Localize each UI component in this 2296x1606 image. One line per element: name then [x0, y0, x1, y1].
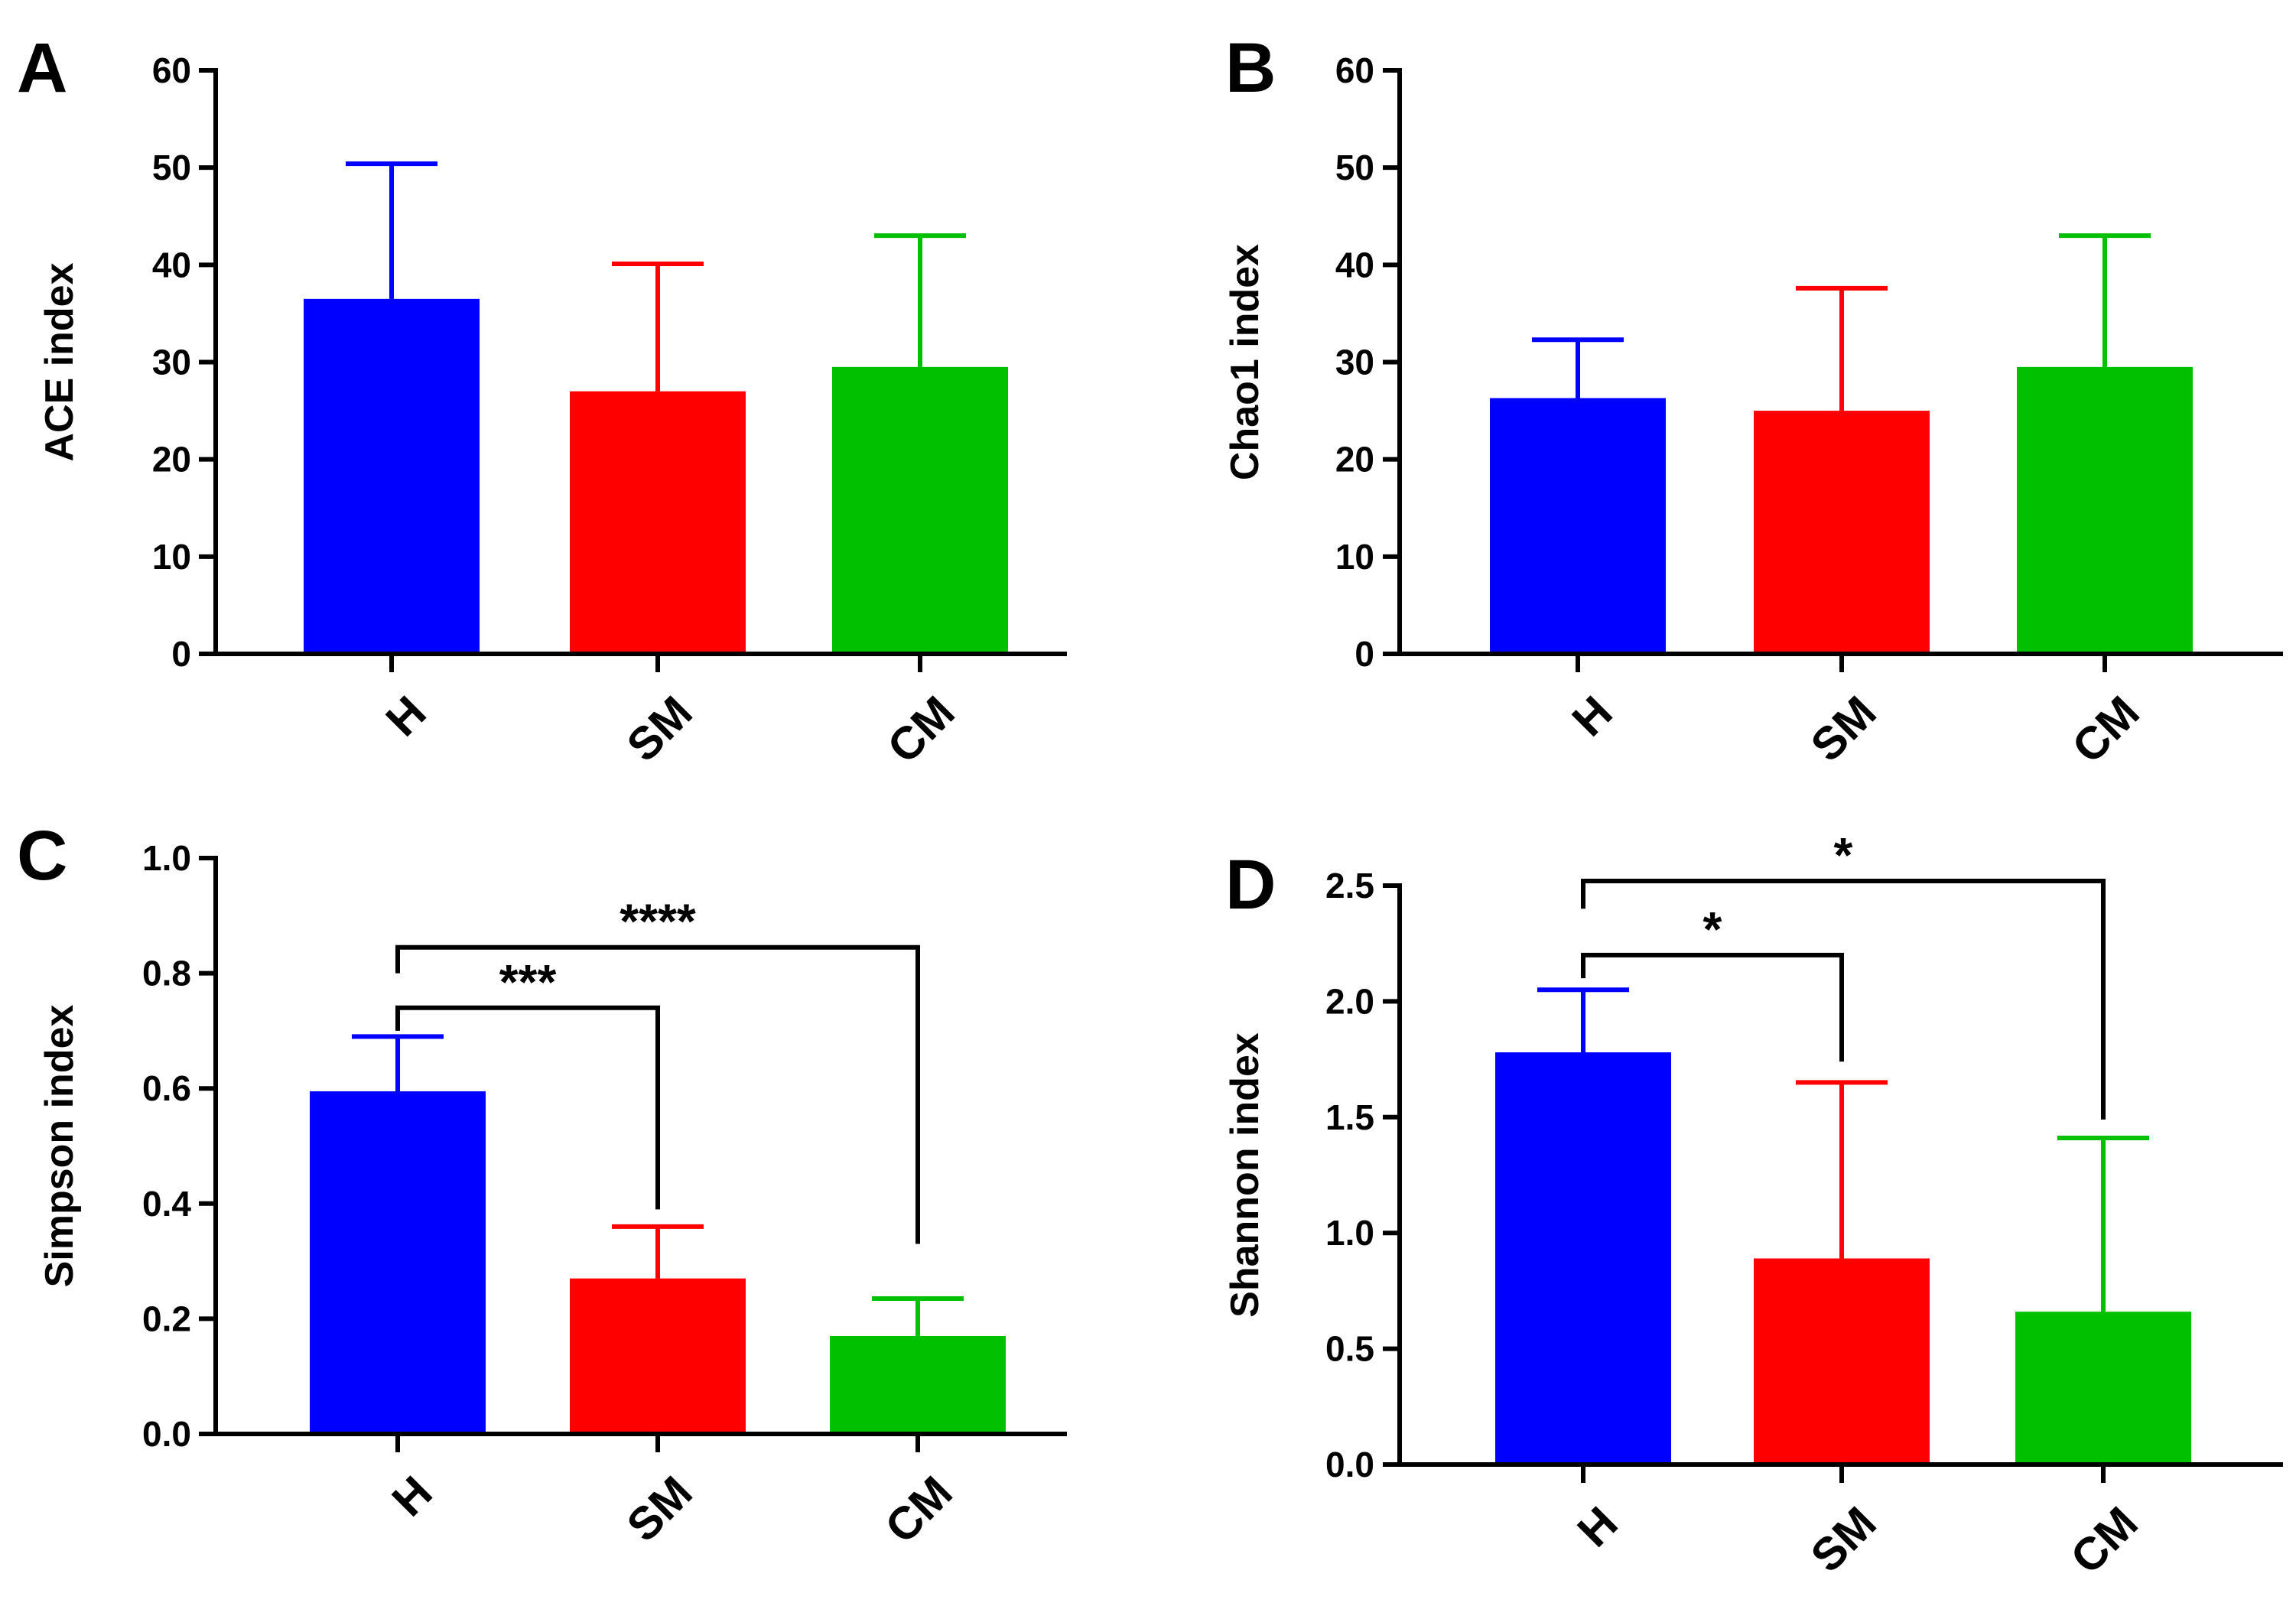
panel-d-y-tick-label: 1.5 — [1325, 1097, 1374, 1137]
panel-a-x-label-h: H — [376, 686, 436, 746]
panel-c-y-tick-label: 0.0 — [142, 1414, 191, 1454]
panel-d-x-label-h: H — [1568, 1497, 1628, 1556]
panel-c-bar-sm — [570, 1278, 746, 1434]
panel-b-y-tick-label: 60 — [1335, 50, 1374, 90]
panel-c-y-tick-label: 0.2 — [142, 1299, 191, 1338]
panel-b-y-tick-label: 0 — [1355, 634, 1374, 674]
panel-d-significance-label-2: * — [1834, 827, 1853, 883]
panel-c-significance-label-1: *** — [499, 954, 557, 1009]
panel-c-significance-bracket-2 — [395, 944, 920, 1244]
panel-c-y-axis-label: Simpson index — [37, 1005, 82, 1288]
panel-d-significance-label-1: * — [1703, 902, 1722, 957]
panel-d-y-tick-label: 2.5 — [1325, 866, 1374, 905]
panel-a-y-tick-label: 0 — [171, 634, 191, 674]
panel-c-bar-h — [310, 1091, 486, 1434]
panel-b-bar-cm — [2017, 366, 2193, 654]
panel-b-y-tick-label: 50 — [1335, 148, 1374, 187]
panel-b-x-label-sm: SM — [1801, 686, 1886, 771]
panel-c-letter: C — [17, 817, 67, 895]
panel-d-y-tick-label: 2.0 — [1325, 981, 1374, 1021]
panel-d-y-tick-label: 0.0 — [1325, 1445, 1374, 1484]
panel-b-bar-sm — [1754, 411, 1930, 654]
panel-c-x-label-sm: SM — [617, 1466, 702, 1551]
panel-b-x-label-cm: CM — [2062, 686, 2148, 772]
panel-a-bar-h — [304, 298, 480, 654]
panel-d-y-tick-label: 1.0 — [1325, 1213, 1374, 1253]
panel-a-y-tick-label: 50 — [152, 148, 191, 187]
panel-b-y-tick-label: 40 — [1335, 245, 1374, 284]
panel-a-x-label-sm: SM — [617, 686, 702, 771]
panel-c-y-tick-label: 1.0 — [142, 838, 191, 878]
panel-c-chart: C Simpson index 0.0 0.2 0.4 0.6 0.8 1.0 H SM CM ***… — [17, 817, 1067, 1553]
panel-a-bar-cm — [832, 366, 1008, 654]
panel-d-y-axis-label: Shannon index — [1223, 1032, 1267, 1318]
panel-b-letter: B — [1225, 29, 1276, 107]
panel-c-y-tick-label: 0.6 — [142, 1068, 191, 1108]
panel-b-x-label-h: H — [1563, 686, 1622, 746]
panel-c-significance-label-2: **** — [620, 894, 696, 949]
panel-d-bar-h — [1495, 1052, 1671, 1465]
panel-c-x-label-cm: CM — [875, 1466, 961, 1552]
panel-d-bar-cm — [2015, 1312, 2191, 1465]
panel-d-x-label-sm: SM — [1801, 1497, 1886, 1582]
panel-b-chart: B Chao1 index 0 10 20 30 40 50 60 H SM CM — [1223, 29, 2283, 773]
panel-c-y-tick-label: 0.8 — [142, 954, 191, 993]
panel-d-letter: D — [1225, 846, 1276, 924]
panel-c-significance-bracket-1 — [395, 1005, 660, 1210]
panel-a-y-tick-label: 30 — [152, 343, 191, 382]
panel-d-significance-bracket-2 — [1581, 878, 2106, 1120]
panel-c-x-label-h: H — [382, 1466, 442, 1526]
panel-a-bar-sm — [570, 391, 746, 654]
panel-a-y-tick-label: 60 — [152, 50, 191, 90]
panel-d-significance-bracket-1 — [1581, 952, 1844, 1062]
panel-a-y-tick-label: 10 — [152, 537, 191, 577]
panel-b-y-tick-label: 20 — [1335, 440, 1374, 480]
panel-b-bar-h — [1490, 398, 1666, 654]
panel-a-letter: A — [17, 29, 67, 107]
panel-a-y-tick-label: 40 — [152, 245, 191, 284]
panel-b-y-tick-label: 30 — [1335, 343, 1374, 382]
panel-d-x-label-cm: CM — [2060, 1497, 2147, 1583]
panel-c-bar-cm — [830, 1335, 1006, 1434]
panel-c-y-tick-label: 0.4 — [142, 1184, 191, 1224]
panel-d-bar-sm — [1754, 1258, 1930, 1465]
panel-a-x-label-cm: CM — [877, 686, 964, 772]
panel-b-y-axis-label: Chao1 index — [1223, 244, 1267, 480]
panel-b-y-tick-label: 10 — [1335, 537, 1374, 577]
panel-a-y-tick-label: 20 — [152, 440, 191, 480]
panel-d-y-tick-label: 0.5 — [1325, 1329, 1374, 1369]
panel-a-y-axis-label: ACE index — [37, 262, 82, 461]
panel-d-chart: D Shannon index 0.0 0.5 1.0 1.5 2.0 2.5 H SM CM * * — [1223, 827, 2283, 1584]
panel-a-chart: A ACE index 0 10 20 30 40 50 60 H SM CM — [17, 29, 1067, 773]
